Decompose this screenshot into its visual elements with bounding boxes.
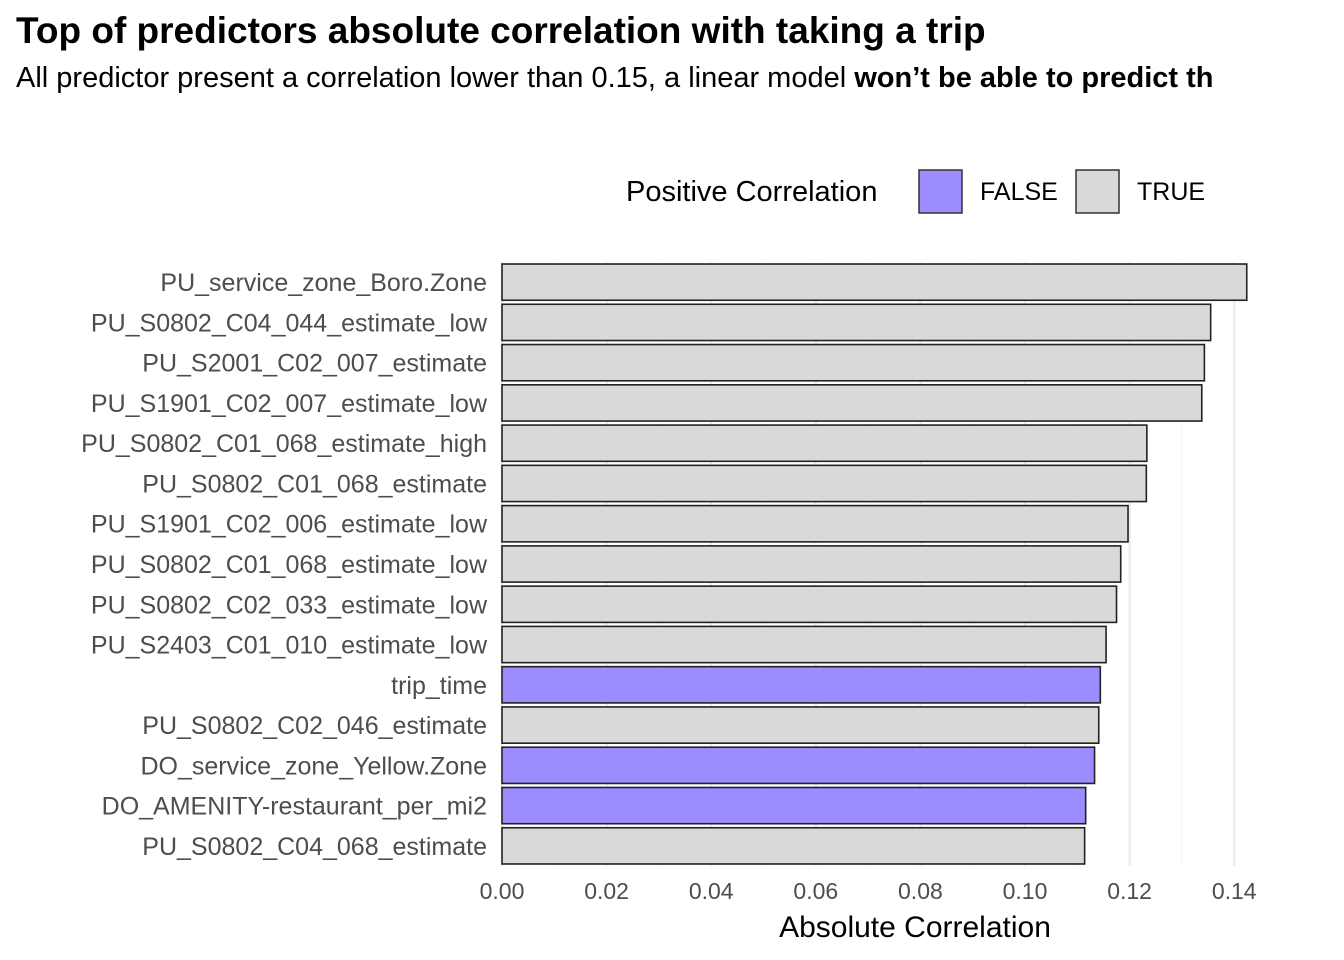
bar: [501, 384, 1203, 422]
legend-title: Positive Correlation: [626, 176, 877, 208]
bar: [501, 303, 1212, 342]
category-label: DO_service_zone_Yellow.Zone: [140, 752, 487, 780]
x-tick-label: 0.10: [1003, 878, 1048, 904]
bar: [501, 706, 1100, 744]
subtitle-text: All predictor present a correlation lowe…: [16, 62, 855, 94]
x-tick-label: 0.12: [1107, 878, 1152, 904]
bar: [501, 625, 1107, 664]
bar: [501, 585, 1118, 624]
category-label: PU_service_zone_Boro.Zone: [160, 269, 487, 297]
x-tick-label: 0.00: [480, 878, 525, 904]
bars: [501, 263, 1248, 865]
category-label: PU_S2001_C02_007_estimate: [142, 350, 487, 378]
bar: [501, 263, 1248, 302]
legend-swatch-false: [918, 169, 963, 214]
category-label: PU_S1901_C02_007_estimate_low: [91, 390, 488, 418]
category-label: PU_S0802_C01_068_estimate_high: [81, 430, 487, 458]
category-label: PU_S0802_C01_068_estimate: [142, 470, 487, 498]
bar: [501, 746, 1096, 785]
bar: [501, 464, 1148, 503]
category-label: PU_S0802_C04_068_estimate: [142, 833, 487, 861]
bar: [501, 504, 1129, 543]
x-axis-title: Absolute Correlation: [779, 911, 1051, 944]
category-label: trip_time: [391, 672, 487, 700]
x-tick-label: 0.02: [584, 878, 629, 904]
legend: Positive Correlation FALSE TRUE: [626, 169, 1205, 214]
category-labels: PU_service_zone_Boro.Zone PU_S0802_C04_04…: [81, 269, 488, 861]
category-label: PU_S0802_C02_046_estimate: [142, 712, 487, 740]
bar: [501, 786, 1087, 825]
subtitle-emphasis: won’t be able to predict th: [854, 62, 1214, 94]
category-label: PU_S0802_C01_068_estimate_low: [91, 551, 488, 579]
chart-subtitle: All predictor present a correlation lowe…: [16, 62, 1344, 95]
legend-label-true: TRUE: [1137, 178, 1205, 206]
category-label: PU_S0802_C02_033_estimate_low: [91, 591, 488, 619]
bar: [501, 826, 1086, 865]
x-tick-labels: 0.00 0.02 0.04 0.06 0.08 0.10 0.12 0.14: [480, 878, 1257, 904]
category-label: PU_S0802_C04_044_estimate_low: [91, 309, 488, 337]
bar: [501, 545, 1122, 583]
legend-label-false: FALSE: [980, 178, 1058, 206]
category-label: DO_AMENITY-restaurant_per_mi2: [102, 793, 487, 821]
category-label: PU_S1901_C02_006_estimate_low: [91, 511, 488, 539]
chart-title: Top of predictors absolute correlation w…: [16, 10, 986, 51]
category-label: PU_S2403_C01_010_estimate_low: [91, 632, 488, 660]
bar: [501, 665, 1102, 704]
x-tick-label: 0.14: [1212, 878, 1257, 904]
bar: [501, 424, 1148, 463]
legend-swatch-true: [1075, 169, 1120, 214]
x-tick-label: 0.08: [898, 878, 943, 904]
x-tick-label: 0.04: [689, 878, 734, 904]
bar: [501, 343, 1206, 382]
x-tick-label: 0.06: [793, 878, 838, 904]
